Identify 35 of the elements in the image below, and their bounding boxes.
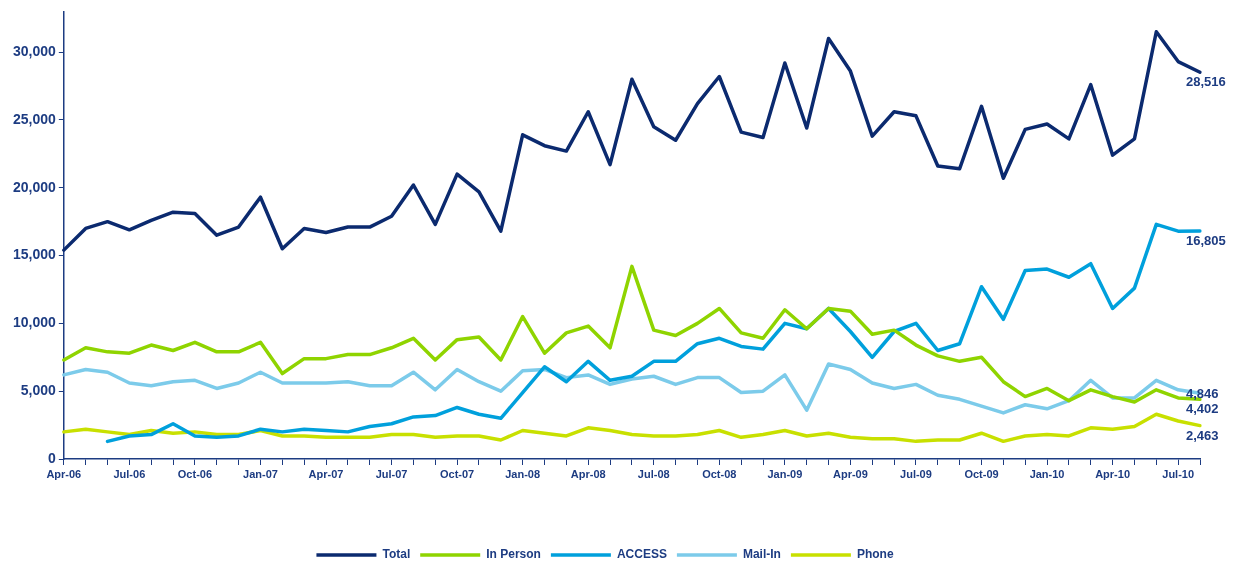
y-tick-label: 0 xyxy=(48,449,57,466)
x-tick-label: Apr-10 xyxy=(1095,467,1131,480)
y-tick-label: 25,000 xyxy=(12,110,57,127)
data-label: 16,805 xyxy=(1186,233,1226,249)
x-tick-label: Jul-08 xyxy=(637,467,670,480)
x-tick-label: Jul-07 xyxy=(375,467,408,480)
x-tick-label: Jan-08 xyxy=(505,467,541,480)
legend-label: Mail-In xyxy=(742,547,781,562)
x-tick-label: Jan-10 xyxy=(1029,467,1065,480)
y-tick-label: 30,000 xyxy=(12,42,57,59)
x-tick-label: Jul-10 xyxy=(1162,467,1195,480)
data-label: 4,846 xyxy=(1186,386,1219,402)
data-label: 2,463 xyxy=(1186,427,1219,443)
data-label: 4,402 xyxy=(1186,401,1219,417)
x-tick-label: Oct-06 xyxy=(177,467,213,480)
x-tick-label: Oct-07 xyxy=(439,467,475,480)
x-tick-label: Apr-09 xyxy=(832,467,868,480)
x-tick-label: Jan-09 xyxy=(767,467,803,480)
y-tick-label: 5,000 xyxy=(20,382,57,399)
x-tick-label: Jul-09 xyxy=(900,467,932,480)
data-label: 28,516 xyxy=(1186,74,1226,90)
x-tick-label: Apr-08 xyxy=(570,467,606,480)
legend-label: In Person xyxy=(486,547,541,562)
x-tick-label: Oct-09 xyxy=(964,467,999,480)
y-tick-label: 20,000 xyxy=(12,178,57,195)
x-tick-label: Jul-06 xyxy=(113,467,146,480)
x-tick-label: Apr-07 xyxy=(308,467,344,480)
legend-label: Phone xyxy=(856,547,894,562)
y-tick-label: 15,000 xyxy=(12,246,57,263)
x-tick-label: Oct-08 xyxy=(702,467,737,480)
legend-label: Total xyxy=(382,547,411,562)
x-tick-label: Apr-06 xyxy=(46,467,82,480)
x-tick-label: Jan-07 xyxy=(243,467,278,480)
legend-label: ACCESS xyxy=(616,547,667,562)
y-tick-label: 10,000 xyxy=(12,314,57,331)
